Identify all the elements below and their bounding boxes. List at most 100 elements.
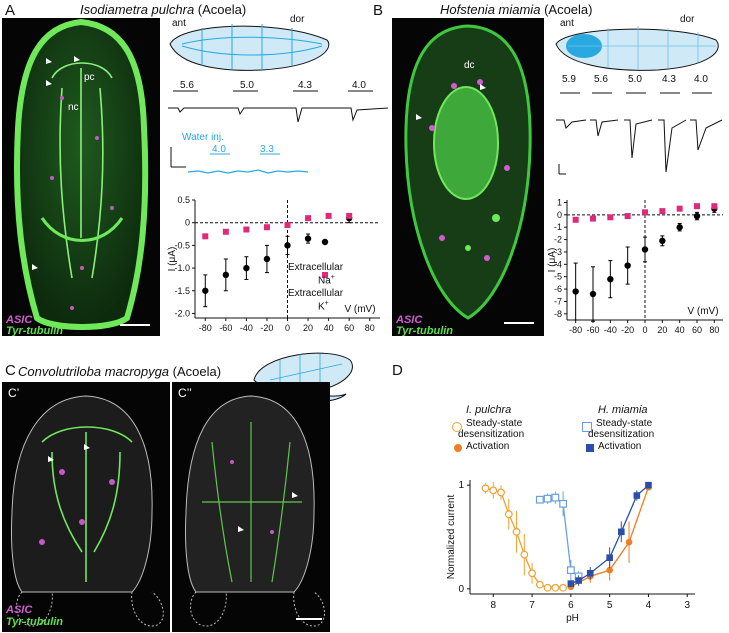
x-tick-label: 40 <box>324 323 334 333</box>
y-tick-label: -0.5 <box>174 240 190 250</box>
x-tick-label: -20 <box>621 325 634 335</box>
data-point-na <box>304 235 312 242</box>
water-inj-label: Water inj. <box>182 132 224 143</box>
fit-curve <box>539 496 580 577</box>
x-axis-label: V (mV) <box>344 304 375 315</box>
y-tick-label: -8 <box>554 309 562 319</box>
legend-ip-act: Activation <box>466 441 510 452</box>
stain-tubulin-a: Tyr-tubulin <box>6 325 64 336</box>
water-ph-1: 4.0 <box>212 144 226 155</box>
data-point <box>633 492 641 499</box>
data-point-k <box>676 205 683 212</box>
stain-tubulin-b: Tyr-tubulin <box>396 325 454 336</box>
x-tick-label: -60 <box>586 325 599 335</box>
data-point <box>520 550 529 559</box>
x-tick-label: -40 <box>240 323 253 333</box>
label-dor-a: dor <box>290 14 305 25</box>
iv-chart-b: 1 0 -1 -2 -3 -4 -5 -6 -7 -8 -80 -60 -40 -20 0 20 40 60 80 I… <box>547 197 723 335</box>
data-point <box>551 493 560 502</box>
group-name: (Acoela) <box>544 2 593 17</box>
data-point-k <box>711 203 718 210</box>
y-tick-label: -5 <box>554 272 562 282</box>
open-circle-icon <box>452 422 462 432</box>
legend-hm-ss2: desensitization <box>588 429 655 440</box>
panel-letter-a: A <box>5 2 16 19</box>
y-tick-label: 0 <box>458 584 464 595</box>
data-point-na <box>572 288 579 295</box>
data-point-na <box>202 287 209 294</box>
x-tick-label: -20 <box>260 323 273 333</box>
trace-ph-b-5: 4.0 <box>694 74 708 85</box>
legend-na-ion-a: Na+ <box>318 274 335 287</box>
data-point-k <box>624 213 631 220</box>
data-point-k <box>222 228 229 235</box>
data-point <box>512 527 521 536</box>
worm-image-a <box>14 18 150 330</box>
x-tick-label: -60 <box>219 323 232 333</box>
data-point-na <box>693 212 701 220</box>
data-point <box>504 510 513 519</box>
label-c1: C’ <box>8 386 20 400</box>
data-point-na <box>607 275 614 283</box>
trace-ph-b-1: 5.9 <box>562 74 576 85</box>
data-point-k <box>572 216 579 223</box>
panel-letter-c: C <box>5 362 16 379</box>
y-axis-label: Normalized current <box>446 495 457 580</box>
y-tick-label: 0 <box>557 210 562 220</box>
x-tick-label: 4 <box>646 600 652 611</box>
label-nc: nc <box>68 102 79 113</box>
worm-image-b <box>404 24 534 324</box>
ph-chart-d: 0 1 8 7 6 5 4 3 pH Normalized current <box>446 480 695 624</box>
data-point-k <box>305 215 312 222</box>
data-point-k <box>346 212 353 219</box>
data-point <box>528 569 536 578</box>
trace-ph-b-2: 5.6 <box>594 74 608 85</box>
y-tick-label: 1 <box>458 480 464 491</box>
data-point <box>606 554 613 562</box>
label-ant-b: ant <box>560 18 574 29</box>
x-tick-label: -80 <box>569 325 582 335</box>
water-trace <box>170 147 309 174</box>
traces-a <box>168 90 389 123</box>
x-tick-label: -40 <box>604 325 617 335</box>
iv-chart-a: 0.5 0 -0.5 -1.0 -1.5 -2.0 -80 -60 -40 -20 0 20 40 60 8… <box>167 195 380 333</box>
legend-na-a: Extracellular <box>288 262 344 273</box>
data-point-k <box>642 209 648 216</box>
group-name: (Acoela) <box>172 364 222 379</box>
data-point <box>625 538 633 546</box>
y-tick-label: -4 <box>554 259 562 269</box>
label-ant-a: ant <box>172 18 186 29</box>
data-point <box>543 583 552 592</box>
label-pc: pc <box>84 72 95 83</box>
data-point <box>617 528 625 536</box>
panel-b-title: Hofstenia miamia (Acoela) <box>440 2 592 17</box>
panel-letter-b: B <box>373 2 384 19</box>
filled-square-icon <box>586 444 594 452</box>
trace-ph-a-1: 5.6 <box>180 80 194 91</box>
data-point-k <box>263 224 270 231</box>
traces-b <box>556 92 723 175</box>
data-point <box>566 566 575 575</box>
x-tick-label: 20 <box>303 323 313 333</box>
data-point <box>575 577 582 584</box>
label-c2: C’’ <box>178 386 192 400</box>
x-tick-label: 60 <box>692 325 702 335</box>
trace-ph-a-3: 4.3 <box>298 80 312 91</box>
data-point <box>559 583 568 592</box>
x-tick-label: 3 <box>684 600 690 611</box>
x-tick-label: 0 <box>285 323 290 333</box>
data-point-k <box>694 203 700 210</box>
panel-c-title: Convolutriloba macropyga (Acoela) <box>18 364 221 379</box>
filled-circle-icon <box>454 444 462 452</box>
species-hm: H. miamia <box>598 404 648 416</box>
data-point-na <box>659 237 666 245</box>
y-tick-label: -2.0 <box>174 308 190 318</box>
data-point <box>606 566 613 574</box>
data-point-na <box>284 242 291 249</box>
micrograph-c2: C’’ <box>172 382 330 632</box>
x-axis-label: V (mV) <box>687 306 718 317</box>
worm-image-c1 <box>11 395 164 627</box>
x-tick-label: 8 <box>490 600 496 611</box>
label-dc: dc <box>464 60 475 71</box>
data-point-na <box>243 264 250 272</box>
